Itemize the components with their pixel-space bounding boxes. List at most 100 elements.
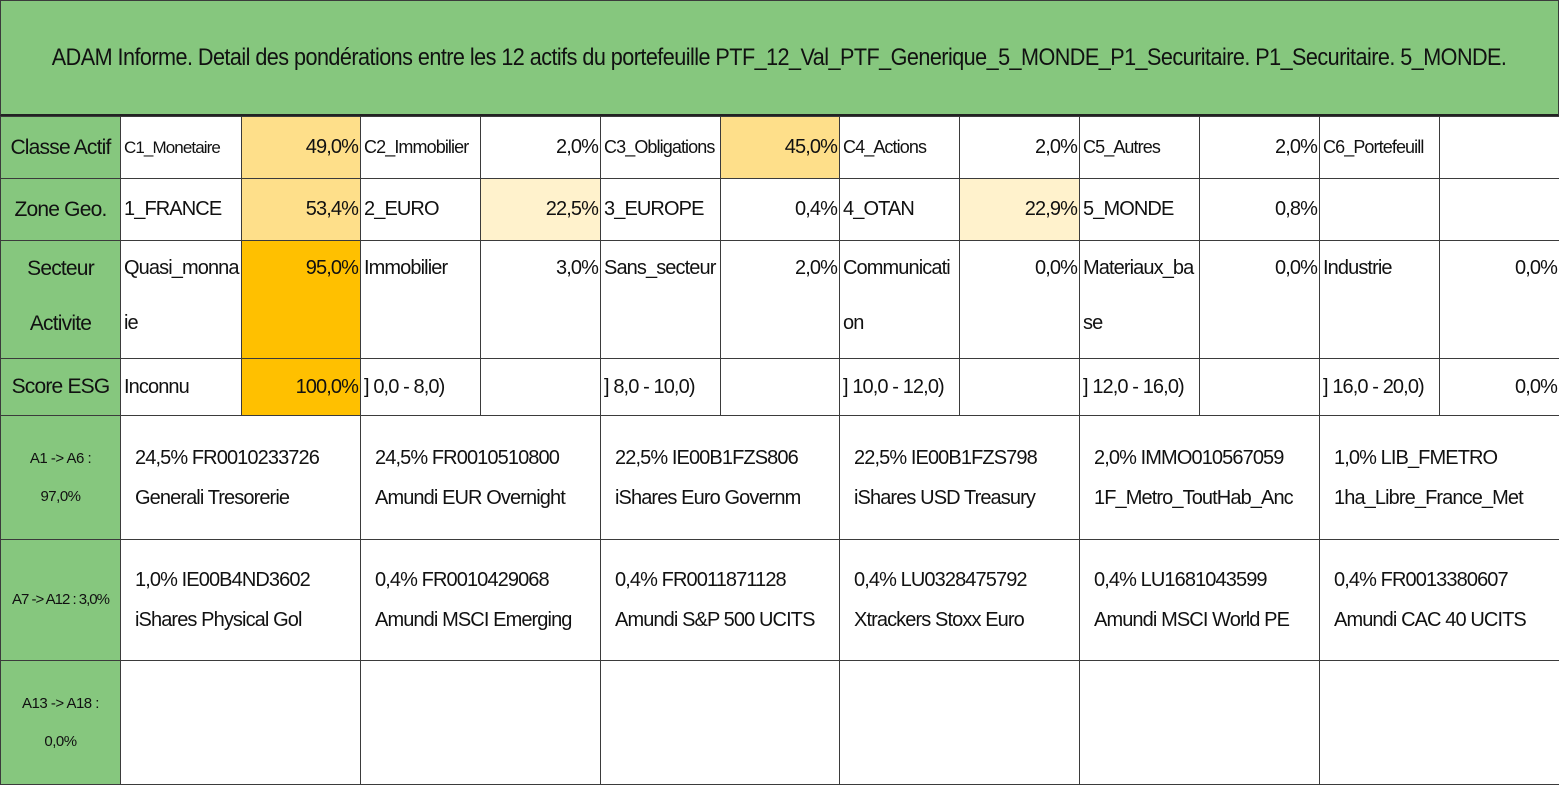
cell-name[interactable]: C6_Portefeuill xyxy=(1319,116,1440,179)
row-classe-actif: Classe Actif C1_Monetaire 49,0% C2_Immob… xyxy=(0,116,1559,179)
cell-pct[interactable]: 22,9% xyxy=(959,178,1080,241)
cell-name[interactable]: C2_Immobilier xyxy=(360,116,481,179)
asset-line1: 0,4% FR0013380607 xyxy=(1334,569,1509,591)
cell-pct[interactable] xyxy=(480,358,601,416)
cell-name[interactable] xyxy=(1319,178,1440,241)
cell-name[interactable]: Quasi_monnaie xyxy=(120,240,242,359)
asset-line1: 22,5% IE00B1FZS798 xyxy=(854,446,1038,469)
cell-name[interactable]: Communication xyxy=(839,240,960,359)
cell-name[interactable]: 4_OTAN xyxy=(839,178,960,241)
asset-line1: 24,5% FR0010233726 xyxy=(135,446,320,469)
cell-name[interactable]: ] 8,0 - 10,0) xyxy=(600,358,721,416)
cell-name[interactable]: ] 0,0 - 8,0) xyxy=(360,358,481,416)
asset-cell[interactable] xyxy=(360,660,601,785)
asset-line2: Amundi CAC 40 UCITS xyxy=(1334,609,1527,631)
asset-cell[interactable]: 0,4% FR0011871128 Amundi S&P 500 UCITS xyxy=(600,539,840,661)
row-label: Secteur Activite xyxy=(0,240,121,359)
cell-name[interactable]: 1_FRANCE xyxy=(120,178,242,241)
asset-cell[interactable]: 24,5% FR0010233726 Generali Tresorerie xyxy=(120,415,361,540)
cell-pct[interactable]: 3,0% xyxy=(480,240,601,359)
asset-cell[interactable]: 0,4% LU0328475792 Xtrackers Stoxx Euro xyxy=(839,539,1080,661)
report-title: ADAM Informe. Detail des pondérations en… xyxy=(0,0,1559,116)
asset-cell[interactable]: 1,0% IE00B4ND3602 iShares Physical Gol xyxy=(120,539,361,661)
cell-name[interactable]: Inconnu xyxy=(120,358,242,416)
cell-name[interactable]: C5_Autres xyxy=(1079,116,1200,179)
asset-line2: Xtrackers Stoxx Euro xyxy=(854,609,1025,631)
asset-cell[interactable]: 0,4% FR0013380607 Amundi CAC 40 UCITS xyxy=(1319,539,1559,661)
cell-name[interactable]: ] 12,0 - 16,0) xyxy=(1079,358,1200,416)
asset-line2: Amundi MSCI Emerging xyxy=(375,609,572,631)
asset-line2: Amundi S&P 500 UCITS xyxy=(615,609,815,631)
cell-pct[interactable]: 2,0% xyxy=(480,116,601,179)
cell-pct[interactable] xyxy=(959,358,1080,416)
cell-pct[interactable] xyxy=(1439,178,1559,241)
cell-pct[interactable]: 0,0% xyxy=(959,240,1080,359)
asset-line1: 0,4% FR0010429068 xyxy=(375,569,550,591)
row-assets-a7-a12: A7 -> A12 : 3,0% 1,0% IE00B4ND3602 iShare… xyxy=(0,539,1559,661)
asset-line1: 22,5% IE00B1FZS806 xyxy=(615,446,799,469)
asset-cell[interactable]: 22,5% IE00B1FZS798 iShares USD Treasury xyxy=(839,415,1080,540)
asset-cell[interactable]: 0,4% FR0010429068 Amundi MSCI Emerging xyxy=(360,539,601,661)
cell-pct[interactable] xyxy=(720,358,840,416)
cell-name[interactable]: C1_Monetaire xyxy=(120,116,242,179)
asset-line2: iShares Physical Gol xyxy=(135,609,302,631)
weights-table: Classe Actif C1_Monetaire 49,0% C2_Immob… xyxy=(0,116,1559,785)
assets-group-label: A13 -> A18 : 0,0% xyxy=(0,660,121,785)
cell-pct[interactable]: 2,0% xyxy=(959,116,1080,179)
cell-name[interactable]: Immobilier xyxy=(360,240,481,359)
cell-name[interactable]: ] 10,0 - 12,0) xyxy=(839,358,960,416)
assets-group-label: A1 -> A6 : 97,0% xyxy=(0,415,121,540)
cell-name[interactable]: Materiaux_base xyxy=(1079,240,1200,359)
cell-pct[interactable]: 0,0% xyxy=(1439,358,1559,416)
cell-pct[interactable]: 0,0% xyxy=(1439,240,1559,359)
cell-pct[interactable]: 22,5% xyxy=(480,178,601,241)
row-zone-geo: Zone Geo. 1_FRANCE 53,4% 2_EURO 22,5% 3_… xyxy=(0,178,1559,241)
cell-name[interactable]: Industrie xyxy=(1319,240,1440,359)
assets-group-label-text: A1 -> A6 : 97,0% xyxy=(29,449,92,505)
asset-line2: 1F_Metro_ToutHab_Anc xyxy=(1094,486,1294,509)
cell-pct[interactable]: 53,4% xyxy=(241,178,361,241)
asset-line2: Amundi MSCI World PE xyxy=(1094,609,1290,631)
cell-pct[interactable]: 0,8% xyxy=(1199,178,1320,241)
asset-line1: 1,0% IE00B4ND3602 xyxy=(135,569,311,591)
cell-pct[interactable]: 2,0% xyxy=(720,240,840,359)
assets-group-label-text: A13 -> A18 : 0,0% xyxy=(22,694,99,750)
asset-cell[interactable]: 24,5% FR0010510800 Amundi EUR Overnight xyxy=(360,415,601,540)
asset-cell[interactable] xyxy=(1079,660,1320,785)
cell-pct[interactable]: 100,0% xyxy=(241,358,361,416)
cell-pct[interactable]: 0,0% xyxy=(1199,240,1320,359)
asset-cell[interactable]: 0,4% LU1681043599 Amundi MSCI World PE xyxy=(1079,539,1320,661)
asset-cell[interactable] xyxy=(839,660,1080,785)
cell-name[interactable]: 3_EUROPE xyxy=(600,178,721,241)
cell-name[interactable]: ] 16,0 - 20,0) xyxy=(1319,358,1440,416)
cell-pct[interactable] xyxy=(1199,358,1320,416)
cell-pct[interactable]: 95,0% xyxy=(241,240,361,359)
asset-cell[interactable] xyxy=(600,660,840,785)
cell-pct[interactable]: 45,0% xyxy=(720,116,840,179)
row-score-esg: Score ESG Inconnu 100,0% ] 0,0 - 8,0) ] … xyxy=(0,358,1559,416)
cell-name[interactable]: C4_Actions xyxy=(839,116,960,179)
asset-cell[interactable]: 2,0% IMMO010567059 1F_Metro_ToutHab_Anc xyxy=(1079,415,1320,540)
cell-pct[interactable] xyxy=(1439,116,1559,179)
asset-cell[interactable]: 22,5% IE00B1FZS806 iShares Euro Governm xyxy=(600,415,840,540)
row-secteur-activite: Secteur Activite Quasi_monnaie 95,0% Imm… xyxy=(0,240,1559,359)
row-assets-a13-a18: A13 -> A18 : 0,0% xyxy=(0,660,1559,785)
asset-cell[interactable] xyxy=(1319,660,1559,785)
row-label: Zone Geo. xyxy=(0,178,121,241)
cell-name[interactable]: Sans_secteur xyxy=(600,240,721,359)
asset-line1: 24,5% FR0010510800 xyxy=(375,446,560,469)
asset-line1: 2,0% IMMO010567059 xyxy=(1094,446,1284,469)
row-label: Classe Actif xyxy=(0,116,121,179)
cell-pct[interactable]: 49,0% xyxy=(241,116,361,179)
cell-name[interactable]: C3_Obligations xyxy=(600,116,721,179)
asset-line1: 0,4% FR0011871128 xyxy=(615,569,787,591)
assets-group-label: A7 -> A12 : 3,0% xyxy=(0,539,121,661)
asset-line1: 1,0% LIB_FMETRO xyxy=(1334,446,1498,469)
cell-name[interactable]: 5_MONDE xyxy=(1079,178,1200,241)
asset-cell[interactable] xyxy=(120,660,361,785)
cell-pct[interactable]: 0,4% xyxy=(720,178,840,241)
cell-name[interactable]: 2_EURO xyxy=(360,178,481,241)
cell-pct[interactable]: 2,0% xyxy=(1199,116,1320,179)
assets-group-label-text: A7 -> A12 : 3,0% xyxy=(12,591,110,608)
asset-cell[interactable]: 1,0% LIB_FMETRO 1ha_Libre_France_Met xyxy=(1319,415,1559,540)
